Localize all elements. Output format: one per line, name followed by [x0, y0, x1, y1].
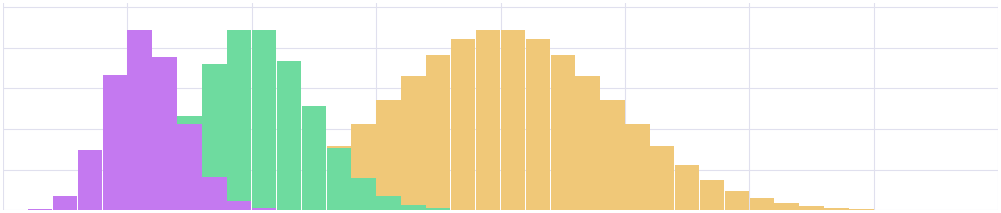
Bar	[177, 116, 201, 210]
Bar	[426, 208, 450, 210]
Bar	[177, 116, 201, 210]
Bar	[227, 30, 251, 210]
Bar	[301, 106, 326, 210]
Bar	[152, 164, 177, 210]
Bar	[401, 205, 425, 210]
Bar	[152, 164, 177, 210]
Bar	[376, 100, 400, 210]
Bar	[376, 196, 400, 210]
Bar	[177, 206, 201, 210]
Bar	[475, 30, 500, 210]
Bar	[252, 30, 276, 210]
Bar	[202, 177, 226, 210]
Bar	[376, 196, 400, 210]
Bar	[127, 193, 152, 210]
Bar	[177, 124, 201, 210]
Bar	[227, 201, 251, 210]
Bar	[276, 61, 301, 210]
Bar	[750, 198, 774, 210]
Bar	[426, 55, 450, 210]
Bar	[252, 191, 276, 210]
Bar	[227, 198, 251, 210]
Bar	[102, 206, 127, 210]
Bar	[252, 208, 276, 210]
Bar	[202, 203, 226, 210]
Bar	[351, 124, 375, 210]
Bar	[800, 206, 824, 210]
Bar	[401, 76, 425, 210]
Bar	[28, 209, 52, 210]
Bar	[725, 191, 749, 210]
Bar	[326, 148, 351, 210]
Bar	[351, 178, 375, 210]
Bar	[849, 209, 874, 210]
Bar	[202, 64, 226, 210]
Bar	[276, 180, 301, 210]
Bar	[351, 178, 375, 210]
Bar	[675, 165, 700, 210]
Bar	[127, 193, 152, 210]
Bar	[152, 208, 177, 210]
Bar	[500, 30, 526, 210]
Bar	[252, 30, 276, 210]
Bar	[526, 39, 550, 210]
Bar	[576, 76, 600, 210]
Bar	[426, 208, 450, 210]
Bar	[301, 165, 326, 210]
Bar	[551, 55, 575, 210]
Bar	[301, 106, 326, 210]
Bar	[824, 208, 849, 210]
Bar	[276, 61, 301, 210]
Bar	[451, 39, 475, 210]
Bar	[102, 75, 127, 210]
Bar	[53, 196, 77, 210]
Bar	[626, 124, 650, 210]
Bar	[700, 180, 725, 210]
Bar	[601, 100, 625, 210]
Bar	[202, 64, 226, 210]
Bar	[227, 30, 251, 210]
Bar	[326, 146, 351, 210]
Bar	[401, 205, 425, 210]
Bar	[775, 203, 799, 210]
Bar	[152, 58, 177, 210]
Bar	[78, 150, 102, 210]
Bar	[326, 148, 351, 210]
Bar	[102, 206, 127, 210]
Bar	[650, 146, 675, 210]
Bar	[127, 30, 152, 210]
Bar	[127, 209, 152, 210]
